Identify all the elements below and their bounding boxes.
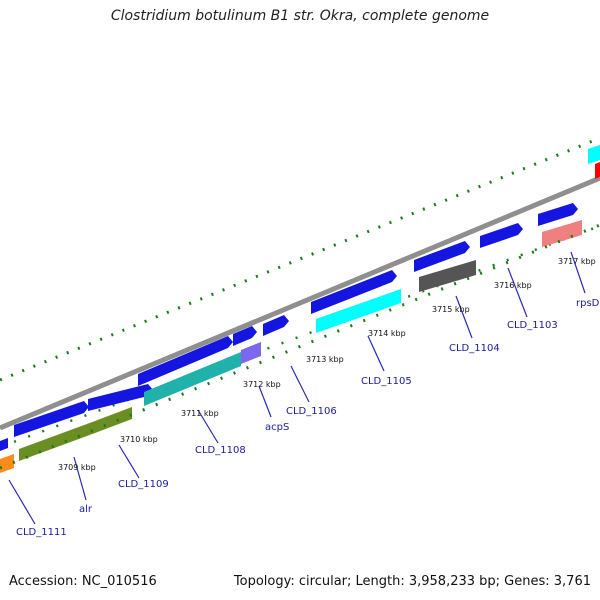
tick-label-3709: 3709 kbp <box>58 463 96 472</box>
gene-label-cld-1108[interactable]: CLD_1108 <box>195 445 246 456</box>
cyan-feature-top[interactable] <box>588 145 600 164</box>
orange-feature[interactable] <box>0 454 14 473</box>
gc-content-dots-outer <box>0 136 600 382</box>
genome-summary-text: Topology: circular; Length: 3,958,233 bp… <box>233 574 591 589</box>
tick-label-3713: 3713 kbp <box>306 355 344 364</box>
label-connectors <box>8 251 586 525</box>
gene-label-cld-1111[interactable]: CLD_1111 <box>16 527 67 538</box>
tick-label-3710: 3710 kbp <box>120 435 158 444</box>
gene-label-cld-1105[interactable]: CLD_1105 <box>361 376 412 387</box>
pink-feature[interactable] <box>542 220 582 247</box>
purple-feature[interactable] <box>241 342 261 364</box>
genome-backbone <box>0 175 600 431</box>
cyan-feature-2[interactable] <box>316 289 401 333</box>
accession-text: Accession: NC_010516 <box>9 574 157 589</box>
gene-label-cld-1104[interactable]: CLD_1104 <box>449 343 500 354</box>
forward-cds-track <box>0 203 578 451</box>
gene-fwd-3[interactable] <box>88 384 153 411</box>
tick-label-3716: 3716 kbp <box>494 281 532 290</box>
gene-fwd-8[interactable] <box>414 241 470 272</box>
tick-label-3712: 3712 kbp <box>243 380 281 389</box>
gene-fwd-7[interactable] <box>311 270 397 314</box>
tick-label-3717: 3717 kbp <box>558 257 596 266</box>
gray-feature[interactable] <box>419 260 476 292</box>
scale-ticks <box>0 224 600 449</box>
map-title: Clostridium botulinum B1 str. Okra, comp… <box>110 8 490 24</box>
gene-label-cld-1109[interactable]: CLD_1109 <box>118 479 169 490</box>
gene-labels: CLD_1111 alr CLD_1109 CLD_1108 acpS CLD_… <box>16 298 600 538</box>
gene-label-alr[interactable]: alr <box>79 504 93 515</box>
red-feature-top[interactable] <box>595 162 600 179</box>
gene-label-acps[interactable]: acpS <box>265 422 289 433</box>
gene-fwd-1[interactable] <box>0 438 8 451</box>
gene-fwd-9[interactable] <box>480 223 523 248</box>
gene-label-cld-1106[interactable]: CLD_1106 <box>286 406 337 417</box>
tick-label-3714: 3714 kbp <box>368 329 406 338</box>
tick-label-3711: 3711 kbp <box>181 409 219 418</box>
gene-label-cld-1103[interactable]: CLD_1103 <box>507 320 558 331</box>
gene-fwd-2[interactable] <box>14 401 89 437</box>
gene-fwd-4[interactable] <box>138 336 233 386</box>
tick-label-3715: 3715 kbp <box>432 305 470 314</box>
gene-label-rpsd[interactable]: rpsD <box>576 298 600 309</box>
olive-feature-1[interactable] <box>19 421 95 461</box>
gene-fwd-10[interactable] <box>538 203 578 226</box>
tick-labels: 3709 kbp 3710 kbp 3711 kbp 3712 kbp 3713… <box>58 257 596 472</box>
cyan-feature-1[interactable] <box>144 352 241 406</box>
gc-skew-inner <box>0 223 600 470</box>
gene-fwd-6[interactable] <box>263 315 289 336</box>
feature-colors-track <box>0 145 600 473</box>
gene-fwd-5[interactable] <box>233 326 257 346</box>
